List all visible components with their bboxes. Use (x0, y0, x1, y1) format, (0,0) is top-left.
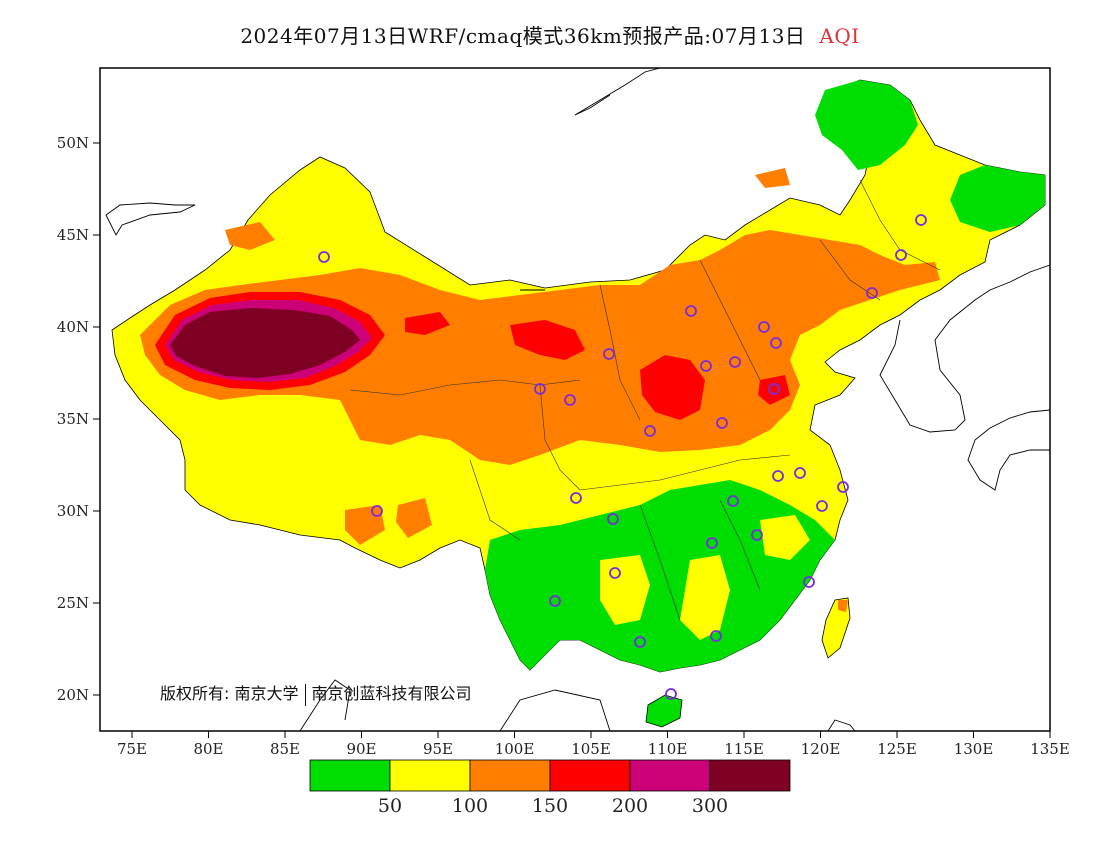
colorbar-label: 300 (692, 795, 728, 817)
lon-tick-label: 130E (954, 740, 994, 758)
station-marker (564, 394, 576, 406)
lon-tick-label: 125E (877, 740, 917, 758)
lat-tick-label: 25N (57, 594, 89, 612)
city-markers (318, 214, 927, 700)
tibet-orange-patch-2 (396, 498, 432, 538)
copyright-org2: 南京创蓝科技有限公司 (311, 684, 472, 703)
ne-clean-zone (815, 80, 918, 170)
station-marker (803, 576, 815, 588)
colorbar-label: 150 (532, 795, 568, 817)
lon-tick-label: 100E (495, 740, 535, 758)
colorbar-swatch (469, 759, 551, 792)
station-marker (770, 337, 782, 349)
station-marker (634, 636, 646, 648)
lat-tick-label: 40N (57, 318, 89, 336)
copyright-prefix: 版权所有: (160, 684, 230, 703)
south-yellow-patch-3 (760, 515, 810, 560)
station-marker (644, 425, 656, 437)
lat-tick-label: 20N (57, 686, 89, 704)
station-marker (685, 305, 697, 317)
red-zone-3 (510, 320, 585, 360)
station-marker (772, 470, 784, 482)
lon-tick-label: 90E (346, 740, 376, 758)
lon-tick-label: 105E (571, 740, 611, 758)
colorbar-label: 100 (452, 795, 488, 817)
ne-clean-zone-2 (950, 165, 1045, 232)
lon-tick-label: 135E (1030, 740, 1070, 758)
station-marker (768, 383, 780, 395)
station-marker (716, 417, 728, 429)
colorbar-swatch (709, 759, 791, 792)
station-marker (549, 595, 561, 607)
station-marker (318, 251, 330, 263)
copyright-notice: 版权所有: 南京大学 南京创蓝科技有限公司 (160, 680, 472, 706)
copyright-separator (304, 683, 306, 706)
lon-tick-label: 80E (193, 740, 223, 758)
station-marker (700, 360, 712, 372)
station-marker (837, 481, 849, 493)
coastlines (105, 68, 1050, 731)
station-marker (727, 495, 739, 507)
lon-tick-label: 120E (801, 740, 841, 758)
taiwan-hotspot (838, 600, 848, 612)
hainan-land (645, 694, 683, 728)
station-marker (570, 492, 582, 504)
colorbar-label: 200 (612, 795, 648, 817)
lat-tick-label: 35N (57, 410, 89, 428)
station-marker (710, 630, 722, 642)
red-zone-4 (405, 312, 450, 335)
station-marker (609, 567, 621, 579)
station-marker (534, 383, 546, 395)
lon-tick-label: 115E (724, 740, 764, 758)
colorbar-swatch (309, 759, 391, 792)
station-marker (371, 505, 383, 517)
latitude-axis: 50N 45N 40N 35N 30N 25N 20N (57, 134, 100, 704)
lon-tick-label: 110E (648, 740, 688, 758)
station-marker (665, 688, 677, 700)
colorbar-label: 50 (378, 795, 402, 817)
taiwan-land (821, 597, 851, 659)
station-marker (729, 356, 741, 368)
title-main: 2024年07月13日WRF/cmaq模式36km预报产品:07月13日 (240, 24, 806, 48)
station-marker (751, 529, 763, 541)
map-body (105, 68, 1050, 731)
inner-mongolia-orange (755, 168, 790, 188)
lon-tick-label: 95E (423, 740, 453, 758)
xinjiang-orange-patch (225, 222, 275, 250)
station-marker (603, 348, 615, 360)
lat-tick-label: 45N (57, 226, 89, 244)
copyright-org1: 南京大学 (234, 684, 299, 703)
colorbar-swatch (389, 759, 471, 792)
map-title: 2024年07月13日WRF/cmaq模式36km预报产品:07月13日 AQI (0, 20, 1100, 49)
colorbar-swatch (549, 759, 631, 792)
title-variable: AQI (819, 24, 860, 48)
station-marker (866, 287, 878, 299)
lat-tick-label: 30N (57, 502, 89, 520)
station-marker (607, 513, 619, 525)
station-marker (706, 537, 718, 549)
red-zone-north-china (640, 355, 705, 420)
station-marker (816, 500, 828, 512)
lon-tick-label: 75E (117, 740, 147, 758)
colorbar: 50 100 150 200 300 (309, 759, 791, 817)
desert-maroon-core (170, 308, 360, 378)
colorbar-swatch (629, 759, 711, 792)
south-clean-zone (485, 480, 835, 672)
south-yellow-patch (600, 555, 650, 625)
station-marker (758, 321, 770, 333)
lat-tick-label: 50N (57, 134, 89, 152)
province-boundaries (349, 179, 941, 621)
red-zone-2 (758, 375, 790, 405)
south-yellow-patch-2 (680, 555, 730, 640)
station-marker (915, 214, 927, 226)
longitude-axis: 75E 80E 85E 90E 95E 100E 105E 110E 115E 120E 125E 1… (117, 731, 1070, 758)
station-marker (895, 249, 907, 261)
lon-tick-label: 85E (270, 740, 300, 758)
station-marker (794, 467, 806, 479)
